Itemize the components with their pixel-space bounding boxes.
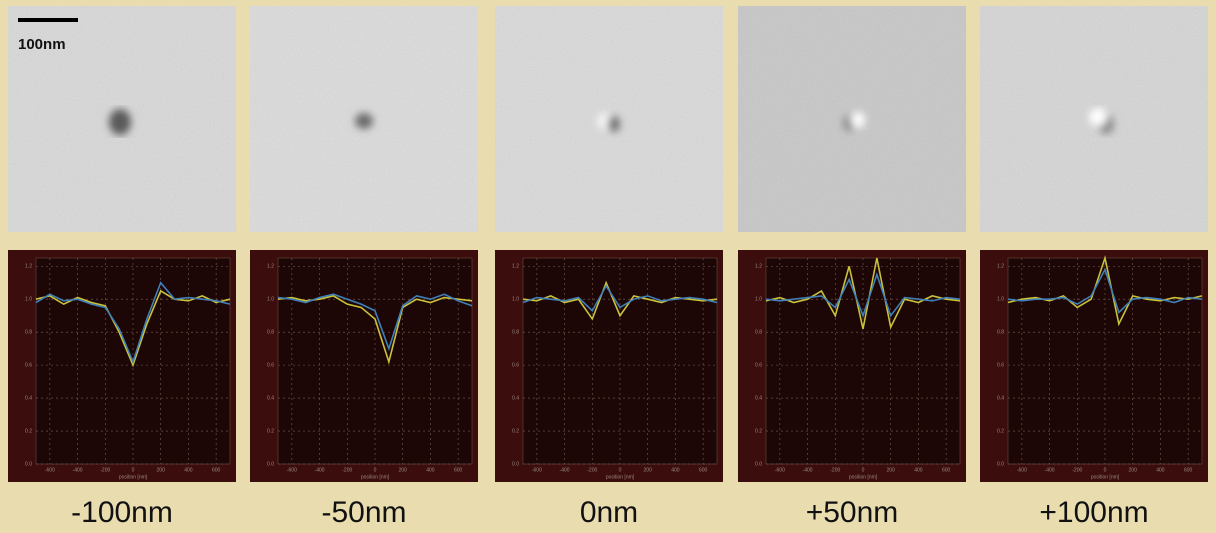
y-tick-label: 0.0	[25, 461, 32, 467]
y-tick-label: 0.6	[755, 362, 762, 368]
x-tick-label: 0	[374, 467, 377, 473]
y-tick-label: 0.6	[267, 362, 274, 368]
x-axis-label: position [nm]	[849, 474, 878, 480]
x-tick-label: 0	[619, 467, 622, 473]
x-tick-label: 400	[184, 467, 193, 473]
y-tick-label: 0.8	[755, 329, 762, 335]
x-tick-label: 600	[1184, 467, 1193, 473]
y-tick-label: 0.4	[755, 395, 762, 401]
y-tick-label: 0.0	[512, 461, 519, 467]
y-tick-label: 0.8	[512, 329, 519, 335]
x-tick-label: 0	[132, 467, 135, 473]
y-tick-label: 0.6	[997, 362, 1004, 368]
y-tick-label: 1.0	[755, 297, 762, 303]
y-tick-label: 1.2	[512, 264, 519, 270]
x-tick-label: -200	[1072, 467, 1082, 473]
y-tick-label: 1.0	[997, 297, 1004, 303]
x-tick-label: -400	[560, 467, 570, 473]
y-tick-label: 0.2	[755, 428, 762, 434]
profile-plot: 0.0 0.2 0.4 0.6 0.8 1.0 1.2 -600 -400 -200 0 200 400…	[250, 250, 478, 482]
y-tick-label: 1.0	[267, 297, 274, 303]
y-tick-label: 1.2	[25, 264, 32, 270]
x-tick-label: -200	[100, 467, 110, 473]
x-axis-label: position [nm]	[606, 474, 635, 480]
x-tick-label: -200	[830, 467, 840, 473]
y-tick-label: 0.0	[997, 461, 1004, 467]
x-tick-label: -600	[1017, 467, 1027, 473]
panel-caption: +50nm	[806, 496, 899, 529]
y-tick-label: 0.6	[25, 362, 32, 368]
profile-line	[35, 281, 231, 365]
y-tick-label: 0.4	[512, 395, 519, 401]
y-tick-label: 0.0	[267, 461, 274, 467]
x-tick-label: 200	[157, 467, 166, 473]
x-tick-label: -400	[803, 467, 813, 473]
x-tick-label: 400	[426, 467, 435, 473]
profile-line	[35, 289, 231, 368]
y-tick-label: 1.0	[25, 297, 32, 303]
x-tick-label: -400	[73, 467, 83, 473]
panel-caption: +100nm	[1039, 496, 1148, 529]
panel-caption: -100nm	[71, 496, 173, 529]
x-tick-label: -600	[45, 467, 55, 473]
x-tick-label: -600	[532, 467, 542, 473]
y-tick-label: 1.0	[512, 297, 519, 303]
micrographs: 100nm	[8, 6, 1208, 232]
y-tick-label: 0.4	[997, 395, 1004, 401]
x-tick-label: -200	[342, 467, 352, 473]
y-tick-label: 0.2	[267, 428, 274, 434]
scale-label: 100nm	[18, 36, 66, 53]
y-tick-label: 0.2	[997, 428, 1004, 434]
y-tick-label: 1.2	[755, 264, 762, 270]
y-tick-label: 0.2	[25, 428, 32, 434]
y-tick-label: 0.6	[512, 362, 519, 368]
x-tick-label: 200	[399, 467, 408, 473]
profile-plot: 0.0 0.2 0.4 0.6 0.8 1.0 1.2 -600 -400 -200 0 200 400…	[980, 250, 1208, 482]
profile-line	[765, 271, 961, 319]
y-tick-label: 0.8	[267, 329, 274, 335]
x-tick-label: 400	[914, 467, 923, 473]
x-tick-label: 400	[1156, 467, 1165, 473]
x-tick-label: -200	[587, 467, 597, 473]
panel-caption: -50nm	[321, 496, 406, 529]
x-tick-label: -600	[775, 467, 785, 473]
y-tick-label: 1.2	[267, 264, 274, 270]
profile-line	[277, 293, 473, 352]
x-tick-label: 200	[887, 467, 896, 473]
y-tick-label: 0.8	[997, 329, 1004, 335]
x-tick-label: 600	[942, 467, 951, 473]
profile-line	[1007, 267, 1203, 314]
particles	[109, 108, 1114, 135]
y-tick-label: 0.2	[512, 428, 519, 434]
y-tick-label: 1.2	[997, 264, 1004, 270]
x-tick-label: 0	[862, 467, 865, 473]
profile-plot: 0.0 0.2 0.4 0.6 0.8 1.0 1.2 -600 -400 -200 0 200 400…	[495, 250, 723, 482]
x-tick-label: 0	[1104, 467, 1107, 473]
y-tick-label: 0.4	[267, 395, 274, 401]
x-axis-label: position [nm]	[1091, 474, 1120, 480]
x-axis-label: position [nm]	[119, 474, 148, 480]
y-tick-label: 0.4	[25, 395, 32, 401]
profile-plot: 0.0 0.2 0.4 0.6 0.8 1.0 1.2 -600 -400 -200 0 200 400…	[8, 250, 236, 482]
panel-caption: 0nm	[580, 496, 638, 529]
profile-plot: 0.0 0.2 0.4 0.6 0.8 1.0 1.2 -600 -400 -200 0 200 400…	[738, 250, 966, 482]
x-tick-label: 600	[454, 467, 463, 473]
x-tick-label: 400	[671, 467, 680, 473]
x-tick-label: 600	[699, 467, 708, 473]
x-tick-label: -400	[1045, 467, 1055, 473]
y-tick-label: 0.8	[25, 329, 32, 335]
profile-line	[765, 257, 961, 330]
x-tick-label: 600	[212, 467, 221, 473]
x-tick-label: 200	[1129, 467, 1138, 473]
profile-line	[522, 284, 718, 313]
y-tick-label: 0.0	[755, 461, 762, 467]
x-tick-label: -400	[315, 467, 325, 473]
x-tick-label: -600	[287, 467, 297, 473]
x-tick-label: 200	[644, 467, 653, 473]
x-axis-label: position [nm]	[361, 474, 390, 480]
